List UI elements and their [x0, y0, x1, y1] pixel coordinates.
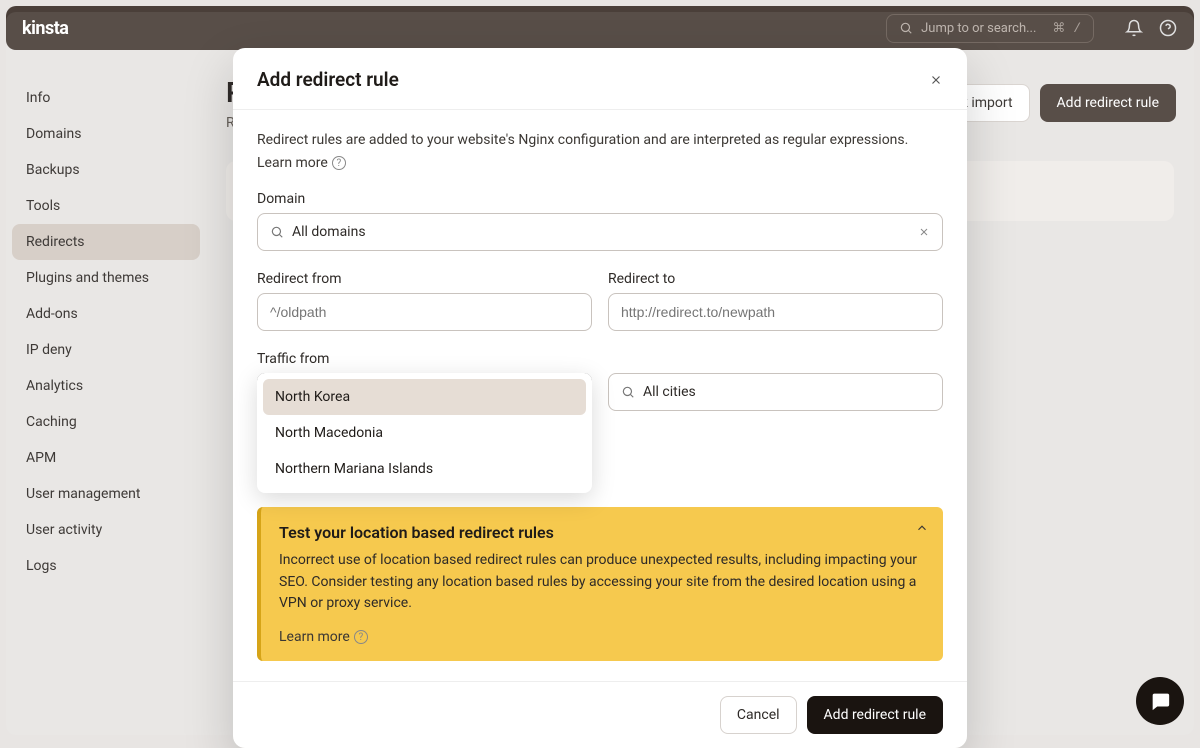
- redirect-to-label: Redirect to: [608, 271, 943, 287]
- modal-body: Redirect rules are added to your website…: [233, 110, 967, 681]
- modal-footer: Cancel Add redirect rule: [233, 681, 967, 748]
- learn-more-link[interactable]: Learn more ?: [257, 155, 346, 171]
- dropdown-option[interactable]: North Macedonia: [263, 415, 586, 451]
- question-icon: ?: [354, 630, 368, 644]
- notice-title: Test your location based redirect rules: [279, 523, 925, 542]
- city-label: [608, 351, 943, 367]
- search-icon: [621, 385, 635, 399]
- domain-select[interactable]: All domains: [257, 213, 943, 251]
- country-dropdown: North KoreaNorth MacedoniaNorthern Maria…: [257, 373, 592, 493]
- domain-label: Domain: [257, 191, 943, 207]
- notice-text: Incorrect use of location based redirect…: [279, 550, 925, 615]
- redirect-to-input[interactable]: [608, 293, 943, 331]
- learn-more-label: Learn more: [257, 155, 328, 171]
- close-icon[interactable]: [929, 73, 943, 87]
- dropdown-option[interactable]: Northern Mariana Islands: [263, 451, 586, 487]
- question-icon: ?: [332, 156, 346, 170]
- city-select[interactable]: All cities: [608, 373, 943, 411]
- search-icon: [270, 225, 284, 239]
- dropdown-option[interactable]: North Korea: [263, 379, 586, 415]
- notice-learn-more-link[interactable]: Learn more ?: [279, 629, 368, 645]
- clear-icon[interactable]: [918, 226, 930, 238]
- location-notice: Test your location based redirect rules …: [257, 507, 943, 661]
- add-redirect-modal: Add redirect rule Redirect rules are add…: [233, 48, 967, 748]
- learn-more-label: Learn more: [279, 629, 350, 645]
- modal-title: Add redirect rule: [257, 68, 929, 91]
- traffic-from-label: Traffic from: [257, 351, 592, 367]
- chevron-up-icon[interactable]: [915, 521, 929, 535]
- modal-description: Redirect rules are added to your website…: [257, 130, 943, 151]
- redirect-from-input[interactable]: [257, 293, 592, 331]
- city-value: All cities: [643, 384, 696, 400]
- domain-value: All domains: [292, 224, 366, 240]
- cancel-button[interactable]: Cancel: [720, 696, 797, 734]
- redirect-from-label: Redirect from: [257, 271, 592, 287]
- submit-button[interactable]: Add redirect rule: [807, 696, 943, 734]
- chat-icon[interactable]: [1136, 677, 1184, 725]
- modal-header: Add redirect rule: [233, 48, 967, 110]
